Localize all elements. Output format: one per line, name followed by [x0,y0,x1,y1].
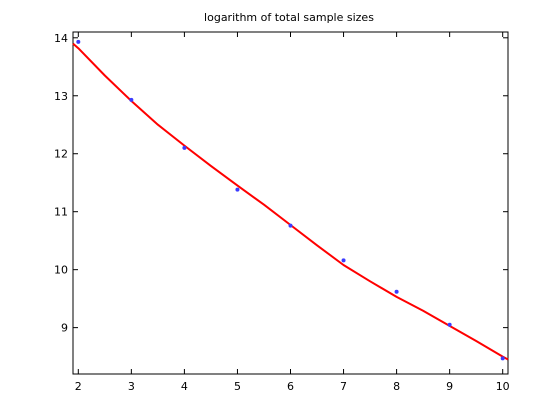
data-point [129,97,134,102]
x-tick-label: 6 [287,380,294,393]
y-tick-label: 9 [61,322,68,335]
data-point [182,145,187,150]
x-tick-label: 10 [496,380,510,393]
x-tick-label: 8 [393,380,400,393]
y-tick-label: 11 [54,206,68,219]
chart-title: logarithm of total sample sizes [204,11,374,24]
x-tick-label: 9 [446,380,453,393]
data-point [447,322,452,327]
x-tick-label: 3 [128,380,135,393]
x-tick-label: 4 [181,380,188,393]
data-point [288,223,293,228]
axis-ticks: 2 3 4 5 6 7 8 9 10 9 10 11 12 13 14 [54,32,510,393]
y-tick-label: 10 [54,264,68,277]
y-tick-label: 12 [54,148,68,161]
x-tick-label: 7 [340,380,347,393]
data-point [235,187,240,192]
x-tick-label: 2 [75,380,82,393]
data-point [500,356,505,361]
data-point [341,258,346,263]
data-point [76,39,81,44]
y-tick-label: 13 [54,90,68,103]
y-tick-label: 14 [54,32,68,45]
x-tick-label: 5 [234,380,241,393]
series-layer [72,39,509,361]
data-point [394,289,399,294]
